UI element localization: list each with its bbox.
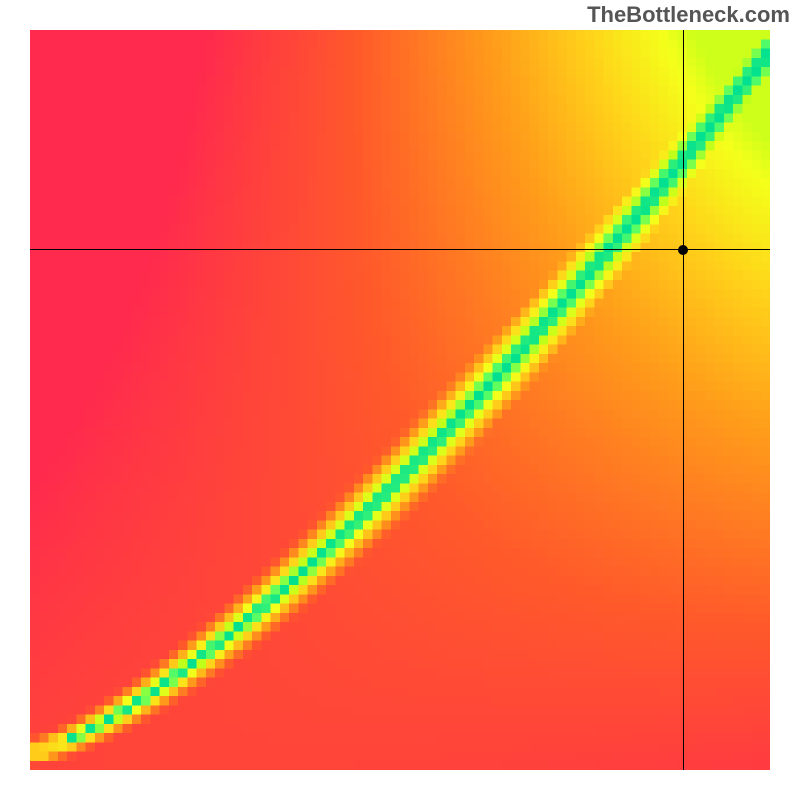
attribution-text: TheBottleneck.com xyxy=(587,2,790,28)
bottleneck-heatmap xyxy=(30,30,770,770)
container: TheBottleneck.com xyxy=(0,0,800,800)
